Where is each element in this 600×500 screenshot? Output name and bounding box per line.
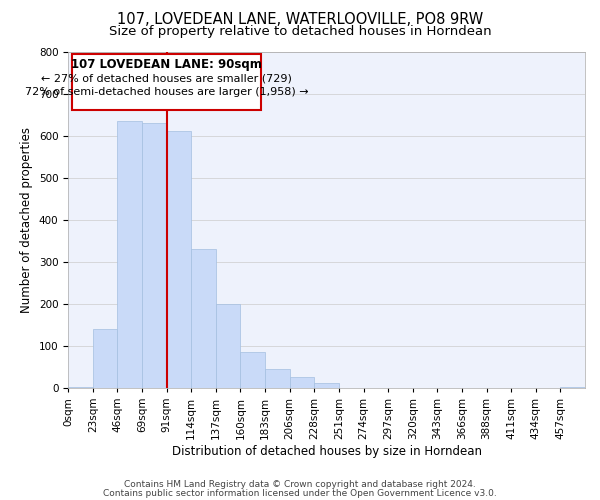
Text: 107 LOVEDEAN LANE: 90sqm: 107 LOVEDEAN LANE: 90sqm bbox=[71, 58, 262, 71]
Bar bbox=[241, 352, 265, 388]
Bar bbox=[93, 329, 118, 388]
Bar bbox=[118, 121, 142, 388]
Bar bbox=[167, 132, 191, 388]
Text: Contains HM Land Registry data © Crown copyright and database right 2024.: Contains HM Land Registry data © Crown c… bbox=[124, 480, 476, 489]
Bar bbox=[191, 249, 216, 388]
Bar bbox=[314, 382, 339, 388]
Bar bbox=[560, 387, 585, 388]
Bar bbox=[68, 387, 93, 388]
Y-axis label: Number of detached properties: Number of detached properties bbox=[20, 126, 34, 312]
Bar bbox=[290, 378, 314, 388]
Bar bbox=[142, 123, 167, 388]
Text: 107, LOVEDEAN LANE, WATERLOOVILLE, PO8 9RW: 107, LOVEDEAN LANE, WATERLOOVILLE, PO8 9… bbox=[117, 12, 483, 28]
X-axis label: Distribution of detached houses by size in Horndean: Distribution of detached houses by size … bbox=[172, 444, 482, 458]
Text: 72% of semi-detached houses are larger (1,958) →: 72% of semi-detached houses are larger (… bbox=[25, 88, 308, 98]
Bar bbox=[265, 369, 290, 388]
Text: ← 27% of detached houses are smaller (729): ← 27% of detached houses are smaller (72… bbox=[41, 74, 292, 84]
Bar bbox=[72, 54, 262, 110]
Bar bbox=[216, 304, 241, 388]
Text: Contains public sector information licensed under the Open Government Licence v3: Contains public sector information licen… bbox=[103, 488, 497, 498]
Text: Size of property relative to detached houses in Horndean: Size of property relative to detached ho… bbox=[109, 25, 491, 38]
